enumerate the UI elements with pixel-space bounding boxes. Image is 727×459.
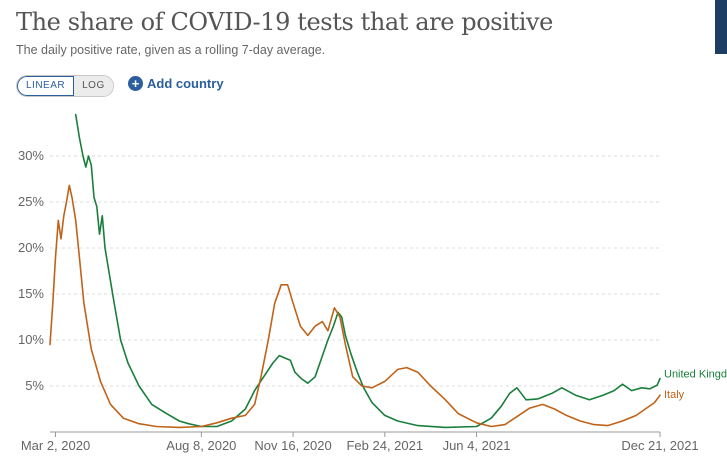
log-scale-button[interactable]: LOG bbox=[74, 76, 113, 96]
y-axis: 5% 10% 15% 20% 25% 30% bbox=[18, 148, 44, 393]
y-tick-label: 25% bbox=[18, 194, 44, 209]
x-tick-label: Aug 8, 2020 bbox=[166, 438, 236, 453]
add-country-label: Add country bbox=[147, 76, 224, 91]
grid-layer bbox=[50, 155, 660, 387]
x-tick-label: Nov 16, 2020 bbox=[254, 438, 331, 453]
scale-toggle: LINEAR LOG bbox=[16, 75, 114, 97]
linear-scale-button[interactable]: LINEAR bbox=[17, 76, 75, 96]
x-tick-label: Dec 21, 2021 bbox=[621, 438, 698, 453]
chart-subtitle: The daily positive rate, given as a roll… bbox=[16, 43, 326, 57]
series-labels: United Kingdom Italy bbox=[664, 369, 727, 402]
y-tick-label: 30% bbox=[18, 148, 44, 163]
series-label-italy: Italy bbox=[664, 389, 685, 401]
owid-logo[interactable] bbox=[715, 0, 727, 54]
x-tick-label: Mar 2, 2020 bbox=[21, 438, 90, 453]
y-tick-label: 15% bbox=[18, 286, 44, 301]
series-line-united-kingdom bbox=[74, 113, 661, 429]
x-tick-label: Feb 24, 2021 bbox=[346, 438, 423, 453]
x-axis: Mar 2, 2020 Aug 8, 2020 Nov 16, 2020 Feb 24… bbox=[21, 431, 699, 453]
y-tick-label: 5% bbox=[25, 378, 44, 393]
chart-title: The share of COVID-19 tests that are pos… bbox=[16, 8, 553, 36]
series-line-italy bbox=[49, 184, 661, 429]
series-layer bbox=[49, 113, 661, 429]
x-tick-label: Jun 4, 2021 bbox=[443, 438, 511, 453]
y-tick-label: 10% bbox=[18, 332, 44, 347]
add-country-button[interactable]: + Add country bbox=[128, 76, 224, 91]
y-tick-label: 20% bbox=[18, 240, 44, 255]
series-label-united-kingdom: United Kingdom bbox=[664, 369, 727, 381]
plus-circle-icon: + bbox=[128, 76, 143, 91]
